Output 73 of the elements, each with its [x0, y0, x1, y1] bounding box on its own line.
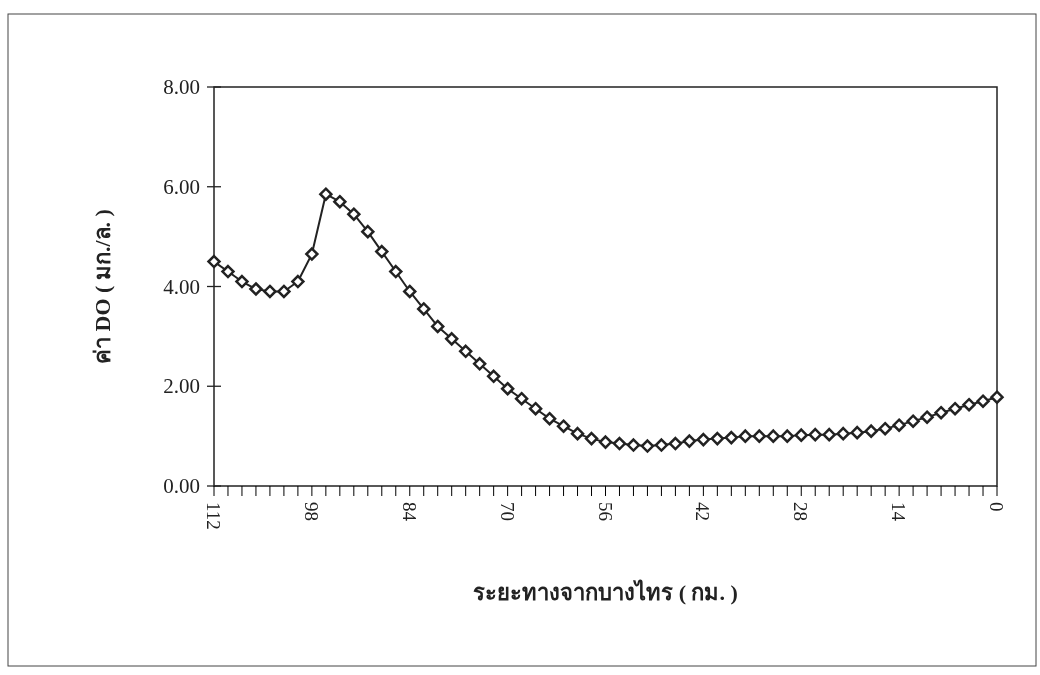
- point: [738, 429, 753, 443]
- point: [249, 282, 263, 296]
- point: [654, 438, 669, 452]
- point: [710, 431, 725, 446]
- point: [780, 429, 795, 443]
- point: [752, 429, 767, 443]
- y-axis-title: ค่า DO ( มก./ล. ): [90, 209, 115, 364]
- point: [948, 401, 962, 416]
- x-axis-title: ระยะทางจากบางไทร ( กม. ): [473, 579, 738, 605]
- point: [207, 254, 221, 269]
- point: [556, 419, 571, 433]
- point: [235, 274, 249, 289]
- y-tick-label: 8.00: [163, 75, 200, 99]
- point: [612, 436, 627, 451]
- y-tick-label: 0.00: [163, 474, 200, 498]
- point: [724, 430, 739, 445]
- point: [850, 425, 864, 440]
- point: [892, 418, 906, 432]
- point: [920, 410, 934, 424]
- point: [864, 424, 878, 438]
- point: [668, 436, 683, 451]
- point: [403, 284, 417, 299]
- point: [766, 429, 781, 443]
- x-tick-label: 0: [986, 502, 1007, 512]
- x-tick-label: 56: [594, 502, 616, 521]
- x-tick-label: 28: [790, 502, 812, 521]
- x-tick-label: 42: [692, 502, 714, 521]
- x-tick-label: 98: [300, 502, 322, 521]
- x-tick-label: 112: [203, 502, 224, 530]
- point: [906, 414, 920, 428]
- point: [514, 391, 529, 406]
- point: [263, 284, 277, 299]
- point: [361, 224, 375, 239]
- x-tick-label: 70: [496, 502, 518, 521]
- point: [221, 264, 235, 279]
- point: [430, 319, 445, 334]
- point: [319, 187, 333, 201]
- point: [444, 332, 459, 346]
- point: [542, 411, 557, 426]
- point: [878, 421, 892, 436]
- point: [584, 431, 599, 446]
- point: [934, 405, 948, 420]
- point: [472, 357, 487, 371]
- point: [682, 434, 697, 448]
- point: [808, 427, 822, 442]
- point: [458, 344, 473, 359]
- point: [305, 247, 319, 261]
- y-tick-label: 4.00: [163, 274, 200, 299]
- point: [375, 244, 389, 259]
- point: [333, 194, 347, 209]
- point: [347, 207, 361, 221]
- point: [640, 439, 655, 453]
- point: [598, 435, 613, 449]
- point: [528, 401, 543, 416]
- point: [696, 432, 711, 447]
- point: [990, 390, 1004, 404]
- y-tick-label: 2.00: [163, 374, 200, 399]
- point: [291, 274, 305, 289]
- point: [416, 302, 431, 316]
- x-tick-label: 84: [398, 502, 420, 522]
- point: [794, 428, 808, 442]
- y-tick-label: 6.00: [163, 174, 200, 199]
- point: [500, 381, 515, 396]
- point: [277, 284, 291, 299]
- point: [626, 438, 641, 452]
- point: [822, 427, 836, 442]
- point: [486, 369, 501, 384]
- point: [836, 426, 850, 441]
- point: [962, 397, 976, 412]
- x-tick-label: 14: [888, 502, 910, 522]
- point: [976, 394, 990, 408]
- point: [570, 426, 585, 441]
- point: [389, 264, 403, 279]
